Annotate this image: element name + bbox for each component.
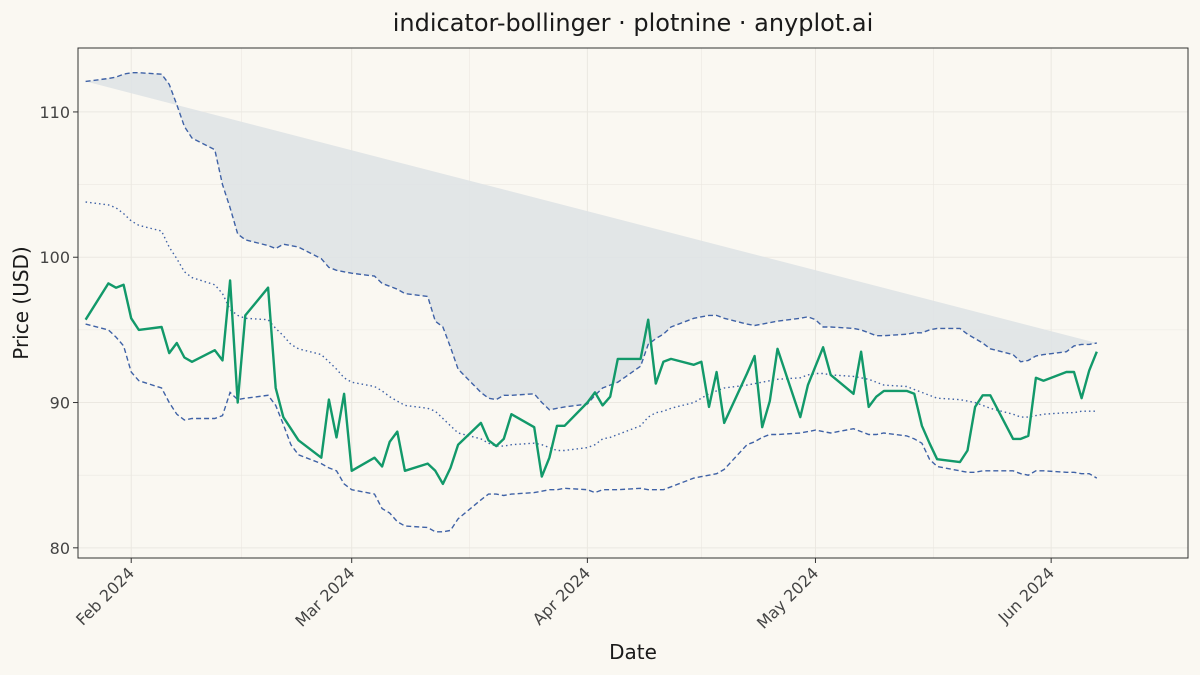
bollinger-band-area	[85, 72, 1097, 410]
y-axis: 80 90 100 110	[39, 103, 78, 558]
plot-area	[84, 71, 1098, 533]
middle-band-line	[85, 201, 1097, 452]
lower-band-line	[85, 323, 1098, 533]
y-axis-label: Price (USD)	[9, 246, 33, 360]
chart-title: indicator-bollinger · plotnine · anyplot…	[393, 9, 874, 37]
y-tick-label: 110	[39, 103, 70, 122]
y-tick-label: 90	[50, 394, 70, 413]
y-tick-label: 100	[39, 248, 70, 267]
upper-band-line	[85, 71, 1097, 411]
price-line	[84, 279, 1098, 486]
x-axis-label: Date	[609, 640, 657, 664]
y-tick-label: 80	[50, 539, 70, 558]
plot-border	[77, 47, 1189, 559]
